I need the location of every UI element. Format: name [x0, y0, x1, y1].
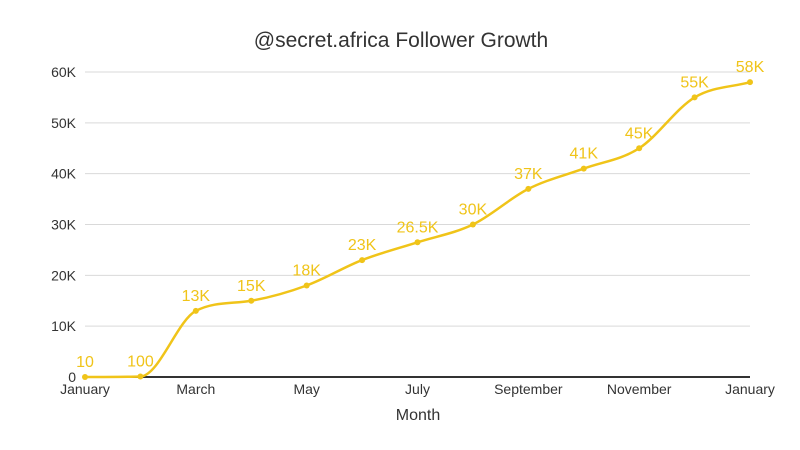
data-label: 41K: [570, 146, 599, 163]
y-axis-ticks: 0 10K 20K 30K 40K 50K 60K: [51, 64, 77, 385]
data-point: [580, 165, 587, 172]
y-tick-label: 30K: [51, 217, 77, 233]
data-label: 26.5K: [397, 219, 439, 236]
y-tick-label: 20K: [51, 267, 77, 283]
data-point: [359, 257, 366, 264]
grid-lines: [85, 71, 750, 378]
y-tick-label: 0: [68, 369, 76, 385]
data-label: 23K: [348, 237, 377, 254]
data-point: [525, 185, 532, 192]
data-labels: 10 100 13K 15K 18K 23K 26.5K 30K 37K 41K 45K 55K 58K: [76, 59, 764, 371]
data-point: [303, 282, 310, 289]
x-tick-label: September: [494, 381, 563, 397]
data-point: [248, 297, 255, 304]
chart-title: @secret.africa Follower Growth: [254, 29, 548, 52]
x-tick-label: March: [176, 381, 215, 397]
y-tick-label: 10K: [51, 318, 77, 334]
data-point: [82, 373, 88, 380]
data-point: [691, 94, 698, 101]
data-point: [636, 145, 643, 152]
data-point: [137, 373, 144, 380]
x-tick-label: January: [725, 381, 775, 397]
data-point: [469, 221, 476, 228]
data-label: 15K: [237, 278, 266, 295]
series-group: [82, 79, 753, 380]
x-axis-ticks: January March May July September November Janu…: [60, 381, 775, 397]
data-point: [414, 239, 421, 246]
data-label: 45K: [625, 125, 654, 142]
data-label: 18K: [292, 263, 321, 280]
data-label: 10: [76, 354, 94, 371]
x-tick-label: January: [60, 381, 110, 397]
y-tick-label: 60K: [51, 64, 77, 80]
data-label: 30K: [459, 202, 488, 219]
data-label: 100: [127, 353, 154, 370]
y-tick-label: 50K: [51, 115, 77, 131]
x-tick-label: May: [293, 381, 319, 397]
x-tick-label: November: [607, 381, 672, 397]
data-point: [747, 79, 753, 86]
y-tick-label: 40K: [51, 166, 77, 182]
x-axis-label: Month: [396, 407, 440, 424]
data-label: 13K: [182, 288, 211, 305]
data-label: 55K: [680, 74, 709, 91]
x-tick-label: July: [405, 381, 430, 397]
data-label: 58K: [736, 59, 765, 76]
data-label: 37K: [514, 166, 543, 183]
data-point: [192, 307, 199, 314]
